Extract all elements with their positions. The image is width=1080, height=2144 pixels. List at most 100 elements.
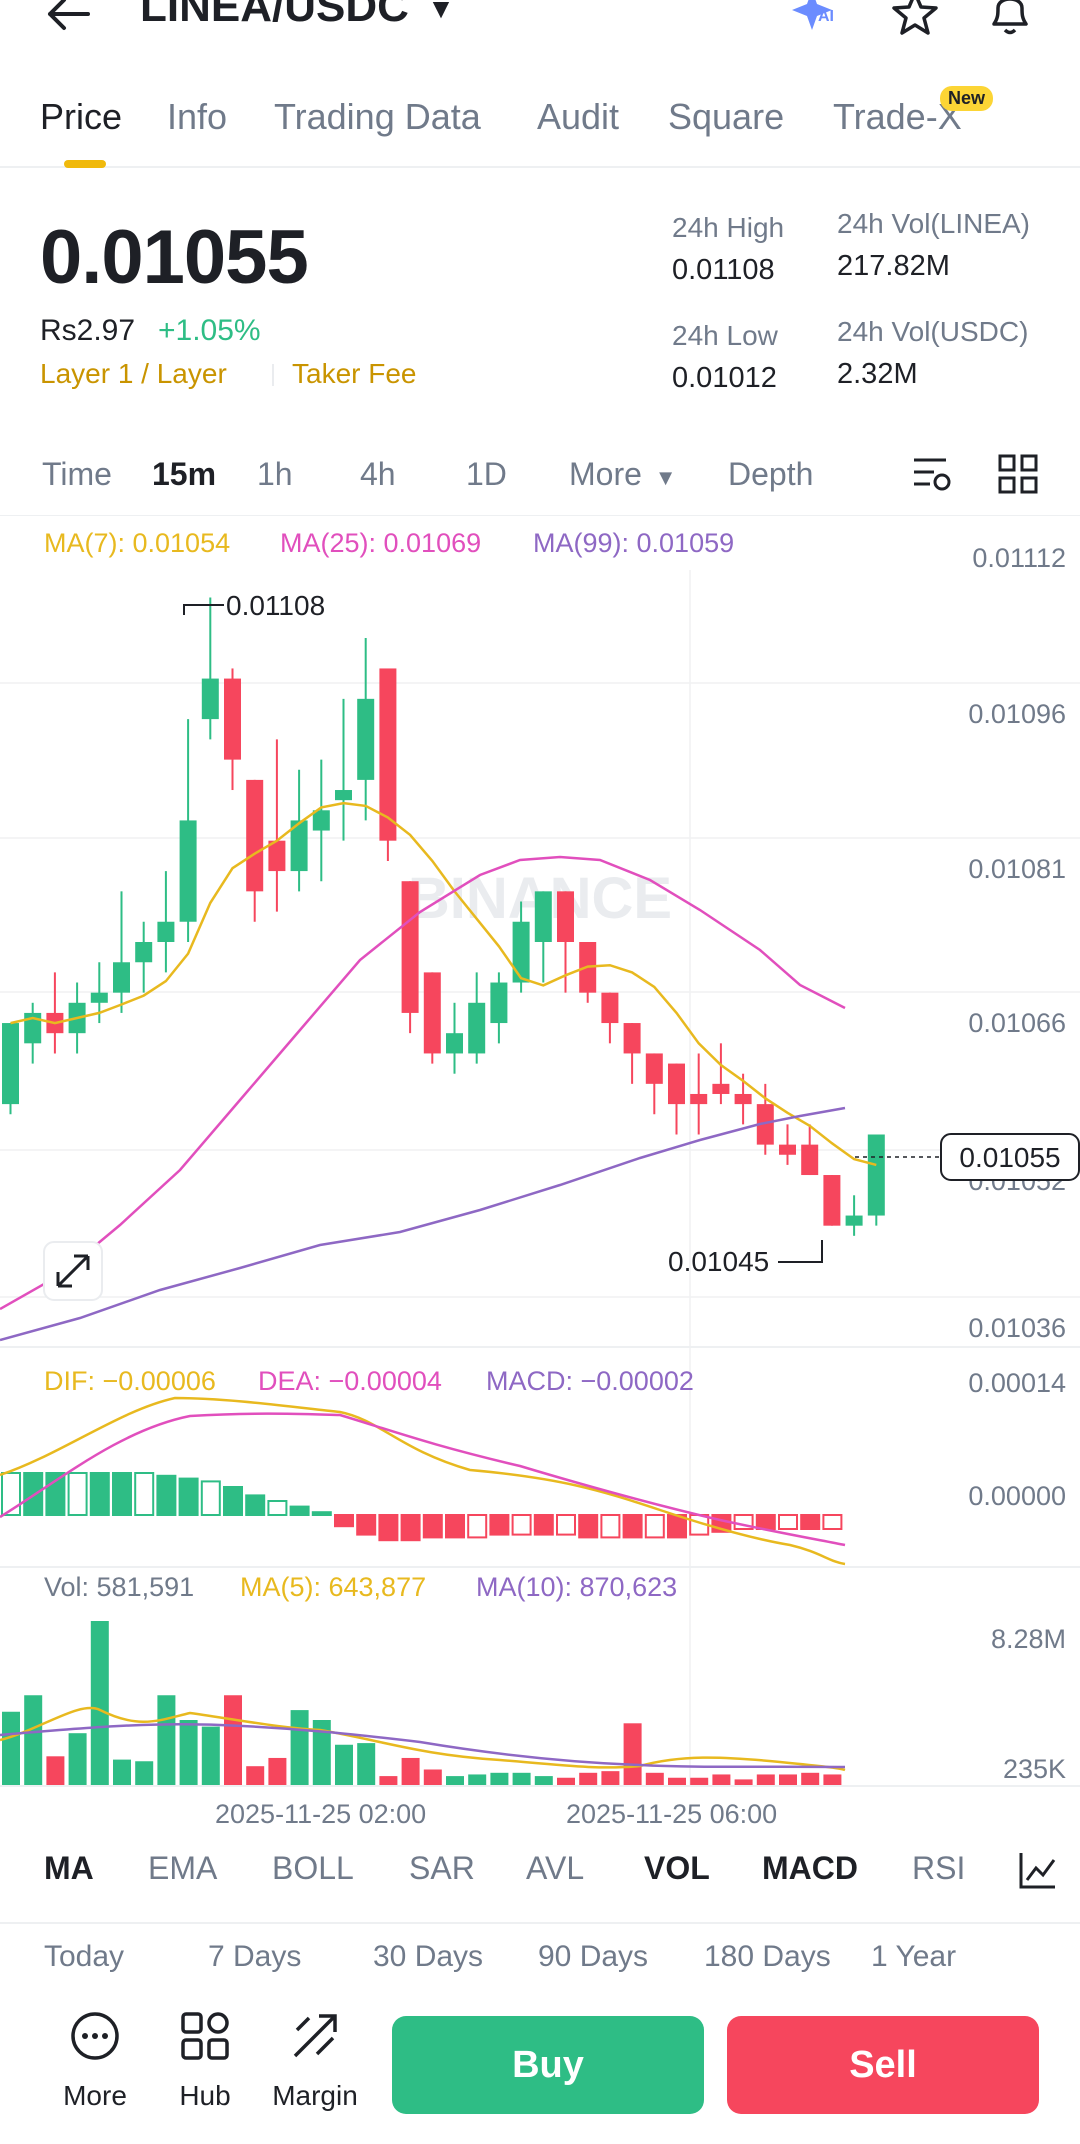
tf-depth[interactable]: Depth [728, 456, 814, 492]
volume-bar [68, 1733, 87, 1786]
vol-base-value: 217.82M [837, 250, 950, 282]
expand-chart-button[interactable] [43, 1241, 103, 1301]
grid-layout-icon[interactable] [998, 454, 1038, 494]
volume-bar [446, 1776, 464, 1786]
ma99-label: MA(99): 0.01059 [533, 528, 734, 558]
candle-body [423, 972, 441, 1054]
ind-macd[interactable]: MACD [762, 1850, 858, 1886]
ind-avl[interactable]: AVL [526, 1850, 585, 1886]
buy-button[interactable]: Buy [392, 2016, 704, 2114]
tf-1d[interactable]: 1D [466, 456, 507, 492]
ind-rsi[interactable]: RSI [912, 1850, 966, 1886]
candle-body [2, 1023, 19, 1105]
indicator-divider [0, 1922, 1080, 1924]
macd-bar [533, 1514, 554, 1536]
pair-title: LINEA/USDC [140, 0, 409, 31]
volume-bar [24, 1695, 43, 1786]
macd-bar [245, 1494, 266, 1517]
candle-body [401, 881, 419, 1013]
volume-bar [179, 1720, 198, 1786]
macd-bar [289, 1505, 310, 1516]
y-axis-label: 0.01112 [972, 543, 1066, 573]
more-button[interactable] [45, 2010, 145, 2067]
macd-bar [600, 1514, 621, 1539]
vol-quote-value: 2.32M [837, 358, 918, 390]
tf-1h[interactable]: 1h [257, 456, 293, 492]
tab-audit[interactable]: Audit [537, 96, 620, 137]
volume-bar [246, 1766, 265, 1786]
hub-button[interactable] [155, 2010, 255, 2067]
low-marker: 0.01045 [668, 1240, 823, 1277]
tab-info[interactable]: Info [167, 96, 228, 137]
volume-bar [623, 1723, 642, 1786]
perf-90d: 90 Days [538, 1940, 649, 1973]
macd-bar [334, 1514, 354, 1528]
more-label: More [63, 2080, 127, 2111]
tf-more[interactable]: More ▼ [569, 456, 677, 493]
price-change: +1.05% [158, 314, 261, 347]
ma99-line [0, 1106, 846, 1342]
volume-bar [113, 1759, 131, 1786]
category-tag[interactable]: Layer 1 / Layer [40, 358, 227, 389]
ai-assistant-button[interactable]: AI [792, 0, 842, 36]
ind-sar[interactable]: SAR [409, 1850, 475, 1886]
bell-icon[interactable] [986, 0, 1034, 36]
current-price-label: 0.01055 [959, 1142, 1060, 1173]
macd-bar [778, 1514, 798, 1530]
volume-bar [335, 1744, 353, 1786]
tf-4h[interactable]: 4h [360, 456, 396, 492]
back-arrow-icon[interactable] [44, 0, 92, 36]
y-axis-label: 0.01036 [968, 1313, 1066, 1343]
ind-ema[interactable]: EMA [148, 1850, 218, 1886]
pair-selector[interactable]: LINEA/USDC ▼ [140, 0, 455, 32]
tab-trading-data[interactable]: Trading Data [274, 96, 481, 137]
candle-body [756, 1104, 774, 1145]
candle-body [534, 891, 552, 942]
macd-axis-top: 0.00014 [968, 1368, 1066, 1398]
vol-axis-bottom: 235K [1003, 1754, 1066, 1784]
candle-body [246, 779, 264, 892]
ind-ma[interactable]: MA [44, 1850, 94, 1886]
volume-bar [379, 1776, 398, 1786]
ind-vol[interactable]: VOL [644, 1850, 710, 1886]
new-badge: New [940, 86, 994, 111]
margin-button[interactable] [265, 2010, 365, 2067]
tf-time[interactable]: Time [42, 456, 112, 492]
vol-ma5-line [0, 1706, 846, 1772]
macd-bar [578, 1514, 599, 1539]
tab-price[interactable]: Price [40, 96, 123, 137]
macd-axis-zero: 0.00000 [968, 1481, 1066, 1511]
volume-bar [268, 1757, 287, 1786]
candle-body [867, 1134, 885, 1216]
volume-bar [512, 1772, 531, 1786]
volume-bar [534, 1776, 553, 1786]
y-axis-label: 0.01096 [968, 699, 1066, 729]
candle-body [335, 790, 352, 801]
perf-180d: 180 Days [704, 1940, 831, 1973]
star-icon[interactable] [890, 0, 940, 36]
macd-bar [822, 1514, 843, 1530]
tf-more-label: More [569, 456, 642, 492]
indicator-settings-icon[interactable] [1018, 1850, 1058, 1890]
tab-square[interactable]: Square [668, 96, 785, 137]
indicator-tabs: MA EMA BOLL SAR AVL VOL MACD RSI [0, 1850, 1080, 1914]
ma7-label: MA(7): 0.01054 [44, 528, 230, 558]
low-label: 24h Low [672, 320, 778, 351]
macd-bar [467, 1514, 488, 1539]
tf-15m[interactable]: 15m [152, 456, 217, 492]
macd-bar [112, 1472, 132, 1516]
macd-bar [23, 1472, 44, 1516]
ind-boll[interactable]: BOLL [272, 1850, 354, 1886]
volume-bar [135, 1761, 154, 1786]
sell-button[interactable]: Sell [727, 2016, 1039, 2114]
perf-1y: 1 Year [871, 1940, 957, 1973]
margin-label: Margin [272, 2080, 358, 2111]
macd-histogram [1, 1472, 843, 1542]
price-chart[interactable]: MA(7): 0.01054 MA(25): 0.01069 MA(99): 0… [0, 515, 1080, 1835]
vol-axis-top: 8.28M [991, 1624, 1066, 1654]
chart-settings-icon[interactable] [912, 456, 952, 494]
taker-fee-tag[interactable]: Taker Fee [292, 358, 417, 389]
sparkle-icon [792, 0, 832, 30]
candle-body [201, 678, 219, 720]
volume-bar [46, 1756, 65, 1786]
